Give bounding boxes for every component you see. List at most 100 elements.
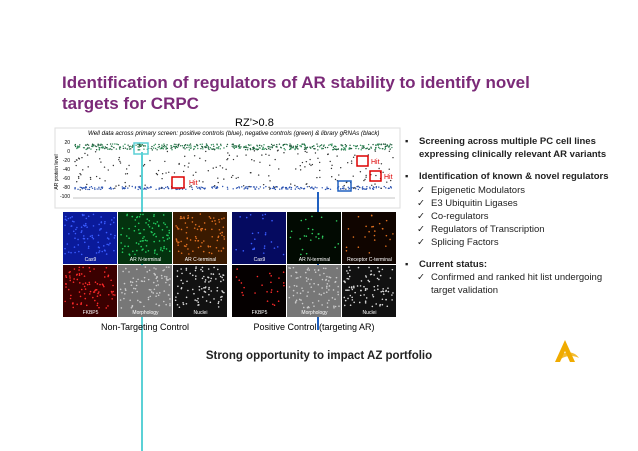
dot bbox=[255, 186, 258, 188]
dot bbox=[128, 146, 131, 148]
cell bbox=[371, 226, 373, 228]
cell bbox=[168, 294, 170, 296]
dot bbox=[382, 148, 384, 150]
dot bbox=[165, 147, 168, 149]
panel-label: FKBP5 bbox=[252, 310, 268, 316]
cell bbox=[162, 222, 165, 224]
cell bbox=[114, 234, 116, 237]
cell bbox=[307, 305, 310, 308]
dot bbox=[280, 147, 282, 149]
dot bbox=[78, 177, 80, 179]
cell bbox=[106, 243, 109, 246]
cell bbox=[266, 291, 268, 293]
cell bbox=[169, 304, 171, 307]
cell bbox=[331, 297, 334, 299]
cell bbox=[162, 236, 164, 239]
cell bbox=[207, 276, 209, 278]
dot bbox=[232, 188, 234, 190]
dot bbox=[256, 149, 258, 151]
dot bbox=[147, 187, 149, 189]
dot bbox=[198, 187, 201, 189]
cell bbox=[208, 286, 210, 289]
dot bbox=[334, 178, 337, 181]
cell bbox=[327, 280, 330, 282]
dot bbox=[384, 145, 387, 148]
dot bbox=[87, 144, 90, 146]
cell bbox=[254, 292, 256, 294]
dot bbox=[89, 186, 91, 189]
cell bbox=[378, 278, 380, 281]
dot bbox=[92, 145, 94, 148]
cell bbox=[80, 273, 83, 275]
cell bbox=[176, 226, 179, 229]
cell bbox=[219, 275, 222, 278]
cell bbox=[204, 228, 207, 231]
cell bbox=[328, 289, 330, 291]
cell bbox=[349, 269, 351, 272]
dot bbox=[378, 167, 380, 170]
dot bbox=[382, 171, 384, 174]
cell bbox=[180, 215, 182, 218]
cell bbox=[194, 223, 197, 226]
dot bbox=[384, 148, 386, 151]
cell bbox=[261, 214, 264, 216]
dot bbox=[86, 183, 88, 186]
cell bbox=[321, 237, 324, 239]
cell bbox=[147, 224, 150, 226]
dot bbox=[365, 168, 367, 170]
cell bbox=[379, 304, 381, 307]
cell bbox=[207, 268, 210, 270]
cell bbox=[203, 287, 205, 289]
cell bbox=[80, 253, 83, 256]
cell bbox=[257, 231, 260, 234]
cell bbox=[347, 297, 349, 300]
cell bbox=[165, 276, 168, 278]
cell bbox=[155, 295, 157, 297]
dot bbox=[110, 188, 112, 190]
cell bbox=[311, 232, 314, 235]
cell bbox=[180, 268, 182, 270]
cell bbox=[91, 234, 93, 237]
cell bbox=[317, 283, 320, 286]
cell bbox=[208, 288, 210, 291]
cell bbox=[88, 293, 91, 295]
dot bbox=[205, 150, 207, 153]
cell bbox=[209, 217, 212, 220]
dot bbox=[154, 147, 157, 150]
dot bbox=[173, 172, 176, 174]
dot bbox=[344, 149, 347, 151]
cell bbox=[130, 306, 133, 309]
dot bbox=[77, 175, 80, 178]
cell bbox=[382, 293, 385, 295]
highlight bbox=[337, 180, 352, 192]
cell bbox=[360, 280, 363, 282]
dot bbox=[240, 146, 242, 148]
dot bbox=[375, 185, 378, 188]
cell bbox=[178, 241, 180, 244]
dot bbox=[158, 146, 161, 148]
cell bbox=[309, 283, 311, 285]
cell bbox=[354, 291, 356, 294]
dot bbox=[234, 146, 236, 149]
dot bbox=[304, 146, 306, 149]
cell bbox=[94, 289, 96, 292]
dot bbox=[319, 176, 321, 179]
cell bbox=[300, 299, 302, 301]
cell bbox=[134, 253, 136, 256]
cell bbox=[223, 217, 225, 219]
cell bbox=[100, 216, 102, 218]
dot bbox=[219, 165, 221, 167]
dot bbox=[353, 187, 355, 190]
dot bbox=[384, 147, 387, 150]
dot bbox=[352, 175, 354, 177]
cell bbox=[215, 246, 218, 249]
dot bbox=[305, 148, 307, 150]
dot bbox=[85, 186, 88, 189]
dot bbox=[380, 163, 383, 165]
dot bbox=[349, 144, 351, 147]
dot bbox=[349, 147, 352, 150]
dot bbox=[189, 185, 191, 188]
cell bbox=[185, 267, 188, 270]
dot bbox=[369, 187, 371, 190]
cell bbox=[249, 213, 252, 216]
